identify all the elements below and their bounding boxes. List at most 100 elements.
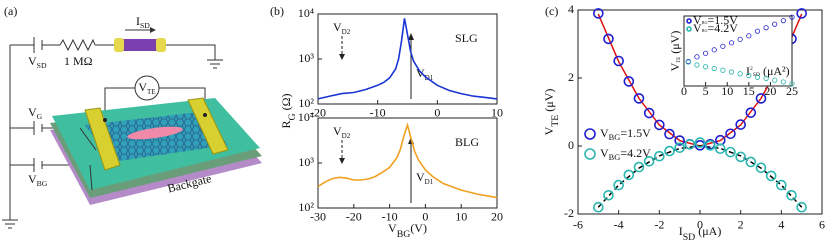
legend-label-part: =1.5V — [620, 126, 651, 140]
data-line — [317, 122, 498, 199]
data-point — [763, 75, 769, 82]
data-point — [623, 76, 635, 87]
source-label: VSD — [28, 54, 47, 71]
legend-label-part: BG — [609, 133, 621, 142]
data-point — [745, 107, 757, 118]
x-tick-label: 10 — [491, 106, 503, 120]
data-point — [684, 139, 696, 150]
annotation: VD2 — [333, 20, 351, 36]
x-tick-label: 4 — [778, 217, 784, 231]
y-tick-label: 10² — [298, 96, 314, 110]
gate-label: VG — [28, 105, 43, 122]
data-line — [317, 18, 498, 100]
x-axis-label-part: V — [388, 221, 397, 235]
data-point — [654, 119, 665, 131]
data-point — [720, 67, 726, 73]
annotation-part: V — [333, 20, 342, 34]
data-point — [613, 179, 624, 191]
annotation-arrowhead — [339, 54, 345, 60]
backgate-voltage-label: VBG — [28, 172, 48, 189]
y-axis-label-part: (Ω) — [279, 93, 293, 113]
legend-marker — [584, 128, 596, 140]
backgate-voltage-label-part: BG — [37, 179, 48, 188]
legend-label-part: BG — [702, 20, 708, 25]
schematic-drawing — [2, 37, 223, 229]
gate-label-part: G — [37, 112, 43, 121]
legend-label-part: =1.5V — [708, 13, 739, 27]
source-label-part: SD — [37, 61, 47, 70]
legend-label-part: BG — [609, 153, 621, 162]
legend-label-part: V — [693, 13, 702, 27]
legend-label-part: BG — [702, 28, 708, 33]
data-point — [674, 135, 685, 146]
data-point — [776, 179, 787, 191]
data-point — [754, 28, 761, 34]
x-axis-label: I2SD (μA²) — [746, 64, 790, 79]
data-point — [633, 93, 645, 104]
x-axis-label-part: (μA²) — [760, 64, 790, 78]
gate-label-part: V — [28, 105, 37, 119]
plot-frame — [683, 15, 793, 87]
panel-label: (b) — [270, 4, 284, 18]
data-point — [786, 190, 797, 201]
data-point — [715, 143, 726, 155]
backgate-voltage-label-part: V — [28, 172, 37, 186]
x-tick-label: 0 — [422, 210, 428, 224]
data-point — [735, 119, 746, 130]
x-tick-label: 10 — [455, 210, 467, 224]
x-tick-label: 25 — [786, 84, 798, 98]
legend-label: VBG=4.2V — [693, 21, 738, 35]
data-point — [765, 170, 777, 182]
data-point — [728, 40, 735, 46]
current-label-part: I — [136, 14, 140, 28]
annotation-part: D2 — [342, 28, 351, 36]
data-point — [702, 50, 709, 56]
y-tick-label: 10⁴ — [298, 110, 314, 124]
thermo-label-part: TE — [147, 88, 156, 96]
legend-label: VBG=1.5V — [600, 126, 651, 143]
data-point — [603, 190, 614, 201]
x-tick-label: -20 — [310, 106, 326, 120]
y-axis-label-part: G — [287, 113, 298, 120]
x-tick-label: -2 — [654, 217, 664, 231]
chart-tag: SLG — [455, 31, 478, 45]
y-axis-label-part: TE — [550, 115, 561, 127]
data-point — [633, 161, 645, 173]
data-point — [796, 201, 807, 213]
y-tick-label: 10⁴ — [298, 6, 314, 20]
y-tick-label: -2 — [564, 206, 574, 220]
x-tick-label: 6 — [819, 217, 825, 231]
x-tick-label: 0 — [681, 84, 687, 98]
x-tick-label: 2 — [738, 217, 744, 231]
data-point — [720, 43, 726, 49]
data-point — [735, 151, 746, 163]
legend-marker — [686, 18, 692, 24]
data-point — [694, 137, 706, 148]
legend-label-part: =4.2V — [620, 146, 651, 160]
annotation-arrowhead — [408, 33, 414, 40]
y-axis-label-part: V — [542, 126, 556, 135]
annotation-part: D1 — [425, 178, 434, 186]
data-point — [737, 36, 743, 42]
data-point — [746, 33, 752, 39]
x-tick-label: 0 — [434, 106, 440, 120]
source-label-part: V — [28, 54, 37, 68]
legend-label-part: V — [600, 126, 609, 140]
legend-label: VBG=1.5V — [693, 13, 738, 27]
data-point — [613, 55, 624, 67]
x-axis-label: VBG(V) — [388, 221, 427, 240]
annotation-part: V — [416, 170, 425, 184]
y-tick-label: 4 — [568, 2, 574, 16]
x-tick-label: 15 — [743, 84, 755, 98]
legend-label-part: V — [600, 146, 609, 160]
data-point — [737, 71, 743, 77]
data-point — [780, 18, 786, 24]
data-point — [694, 54, 700, 60]
y-tick-label: 10³ — [298, 51, 314, 65]
data-point — [674, 142, 685, 153]
data-point — [664, 128, 675, 140]
current-label: ISD — [136, 14, 150, 31]
data-point — [725, 146, 736, 158]
legend-label: VBG=4.2V — [600, 146, 651, 163]
x-tick-label: -30 — [310, 210, 326, 224]
